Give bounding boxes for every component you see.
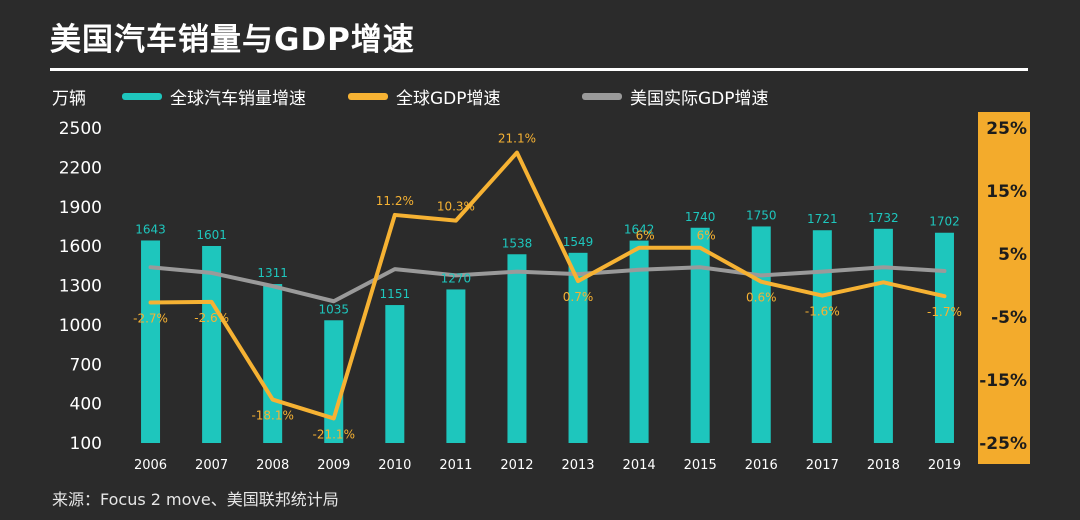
bar-sales-2009 <box>324 320 344 443</box>
bar-label-sales: 1151 <box>380 287 411 301</box>
x-axis-tick: 2010 <box>378 458 411 473</box>
x-axis-tick: 2007 <box>195 458 228 473</box>
bar-label-sales: 1035 <box>318 302 349 316</box>
bar-label-sales: 1702 <box>929 215 960 229</box>
line-label-global-gdp: -18.1% <box>251 409 293 423</box>
x-axis-tick: 2015 <box>684 458 717 473</box>
line-label-global-gdp: -21.1% <box>313 427 355 441</box>
right-axis-tick: 25% <box>986 119 1027 139</box>
bar-label-sales: 1538 <box>502 236 533 250</box>
bar-label-sales: 1643 <box>135 222 166 236</box>
x-axis-tick: 2009 <box>317 458 350 473</box>
bar-sales-2015 <box>690 227 710 443</box>
bar-label-sales: 1270 <box>441 271 472 285</box>
x-axis-tick: 2017 <box>806 458 839 473</box>
line-label-global-gdp: 21.1% <box>498 132 536 146</box>
left-axis-tick: 1900 <box>59 198 102 218</box>
x-axis-tick: 2013 <box>561 458 594 473</box>
line-label-global-gdp: -2.7% <box>133 312 168 326</box>
left-axis-tick: 1000 <box>59 316 102 336</box>
right-axis-tick: -25% <box>979 434 1027 454</box>
right-axis-band <box>978 112 1030 464</box>
x-axis-tick: 2019 <box>928 458 961 473</box>
bar-sales-2006 <box>141 240 161 443</box>
left-axis-tick: 100 <box>70 434 102 454</box>
bar-sales-2011 <box>446 289 466 443</box>
bar-label-sales: 1601 <box>196 228 227 242</box>
x-axis-tick: 2008 <box>256 458 289 473</box>
bar-label-sales: 1721 <box>807 212 838 226</box>
left-axis-tick: 2500 <box>59 119 102 139</box>
bar-sales-2012 <box>507 254 527 443</box>
legend-swatch-sales <box>122 93 162 100</box>
legend-swatch-us-gdp <box>582 93 622 100</box>
right-axis-tick: 5% <box>998 245 1027 265</box>
x-axis-tick: 2014 <box>623 458 656 473</box>
x-axis-tick: 2012 <box>500 458 533 473</box>
line-label-global-gdp: 0.7% <box>563 290 594 304</box>
right-axis-tick: 15% <box>986 182 1027 202</box>
x-axis-tick: 2011 <box>439 458 472 473</box>
line-label-global-gdp: 10.3% <box>437 200 475 214</box>
bar-sales-2018 <box>873 228 893 443</box>
right-axis-tick: -15% <box>979 371 1027 391</box>
bar-label-sales: 1642 <box>624 223 655 237</box>
line-label-global-gdp: -2.6% <box>194 311 229 325</box>
chart-title: 美国汽车销量与GDP增速 <box>50 22 415 58</box>
legend-swatch-global-gdp <box>348 93 388 100</box>
legend-label-global-gdp: 全球GDP增速 <box>396 89 501 109</box>
x-axis-tick: 2006 <box>134 458 167 473</box>
line-label-global-gdp: -1.6% <box>805 305 840 319</box>
bar-label-sales: 1549 <box>563 235 594 249</box>
bar-label-sales: 1732 <box>868 211 899 225</box>
line-label-global-gdp: 6% <box>697 229 716 243</box>
bar-label-sales: 1311 <box>257 266 288 280</box>
left-axis-unit: 万辆 <box>52 89 86 109</box>
right-axis-tick: -5% <box>991 308 1027 328</box>
bar-sales-2007 <box>202 245 222 443</box>
line-label-global-gdp: 6% <box>636 229 655 243</box>
line-label-global-gdp: 0.6% <box>746 291 777 305</box>
left-axis-tick: 700 <box>70 355 102 375</box>
bar-label-sales: 1750 <box>746 208 777 222</box>
line-label-global-gdp: 11.2% <box>376 194 414 208</box>
x-axis-tick: 2016 <box>745 458 778 473</box>
bar-sales-2010 <box>385 305 405 443</box>
legend-label-sales: 全球汽车销量增速 <box>170 89 306 109</box>
bar-sales-2016 <box>751 226 771 443</box>
bar-sales-2019 <box>934 232 954 443</box>
bar-sales-2014 <box>629 240 649 443</box>
line-label-global-gdp: -1.7% <box>927 305 962 319</box>
bar-label-sales: 1740 <box>685 210 716 224</box>
x-axis-tick: 2018 <box>867 458 900 473</box>
line-global-gdp <box>148 150 947 421</box>
left-axis-tick: 1300 <box>59 277 102 297</box>
source-note: 来源：Focus 2 move、美国联邦统计局 <box>52 490 339 509</box>
bar-sales-2013 <box>568 252 588 443</box>
line-us-gdp <box>148 265 947 304</box>
legend-label-us-gdp: 美国实际GDP增速 <box>630 89 769 109</box>
left-axis-tick: 2200 <box>59 158 102 178</box>
title-divider <box>50 68 1028 71</box>
left-axis-tick: 400 <box>70 395 102 415</box>
bar-sales-2017 <box>812 230 832 443</box>
left-axis-tick: 1600 <box>59 237 102 257</box>
bar-sales-2008 <box>263 284 283 443</box>
chart: 万辆 全球汽车销量增速 全球GDP增速 美国实际GDP增速 2500 2200 1900 16… <box>52 89 1030 473</box>
